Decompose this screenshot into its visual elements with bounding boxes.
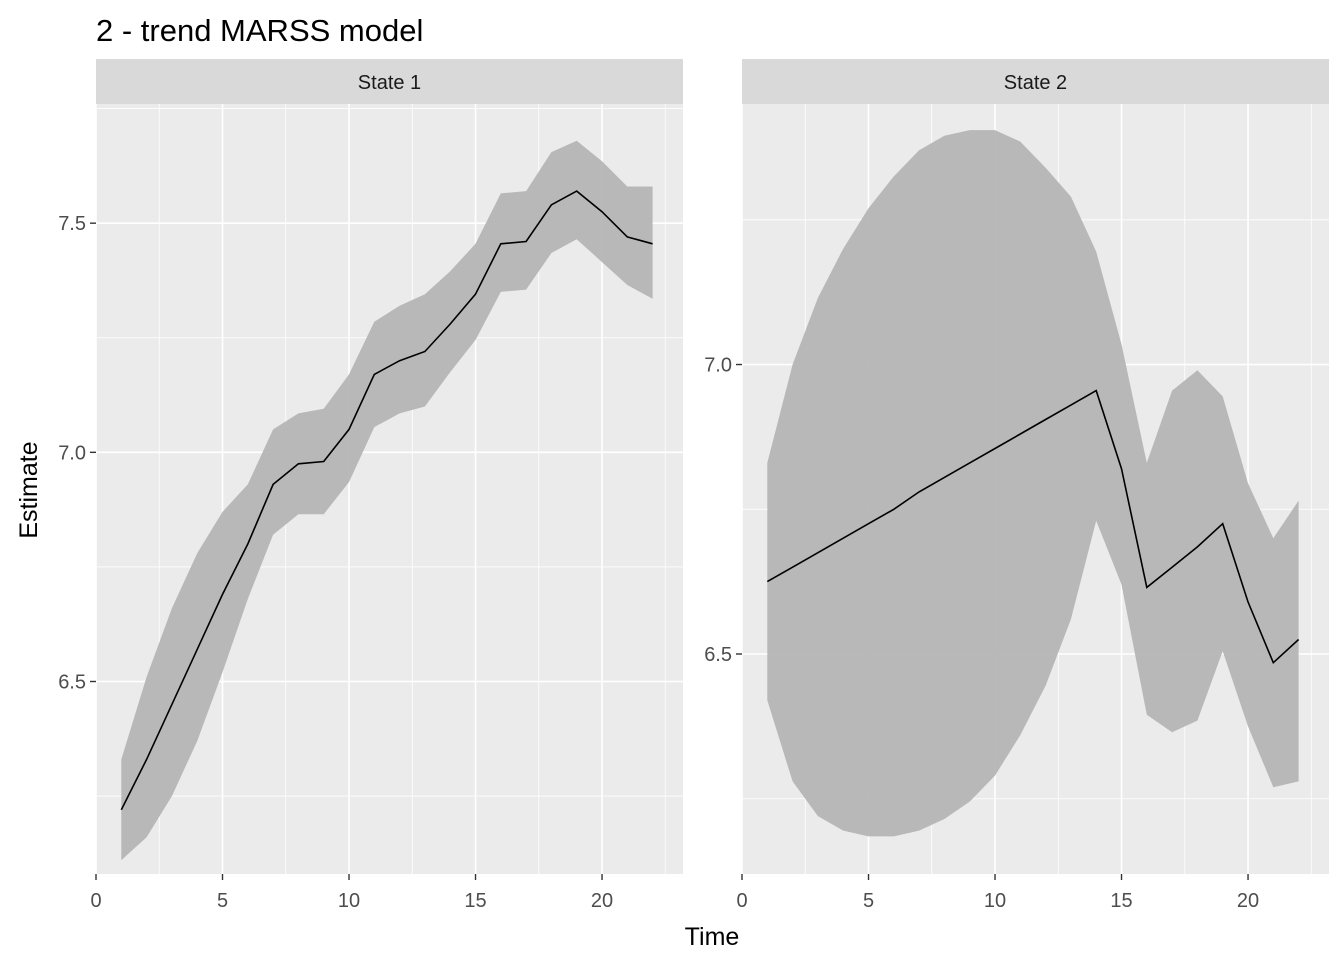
y-tick-label: 7.0 — [704, 355, 732, 377]
y-tick-label: 6.5 — [58, 672, 86, 694]
chart-title: 2 - trend MARSS model — [96, 13, 423, 48]
confidence-ribbon-state-2 — [767, 130, 1299, 837]
x-tick-label: 20 — [591, 890, 613, 912]
y-tick-label: 7.0 — [58, 442, 86, 464]
confidence-ribbon-state-1 — [121, 140, 653, 861]
x-tick-label: 5 — [217, 890, 228, 912]
panel-state-1: State 1 0 5 10 15 20 6.5 7.0 7.5 — [58, 59, 683, 912]
estimate-line-state-1 — [120, 190, 653, 811]
x-axis-title: Time — [685, 923, 740, 951]
x-axis-ticks-state-2: 0 5 10 15 20 — [736, 874, 1259, 912]
x-tick-label: 0 — [736, 890, 747, 912]
strip-state-2 — [742, 59, 1329, 104]
x-tick-label: 20 — [1237, 890, 1259, 912]
y-axis-title: Estimate — [15, 441, 43, 538]
x-tick-label: 0 — [90, 890, 101, 912]
panel-state-2: State 2 0 5 10 15 20 6.5 7.0 — [704, 59, 1329, 912]
x-axis-ticks-state-1: 0 5 10 15 20 — [90, 874, 613, 912]
x-tick-label: 10 — [338, 890, 360, 912]
x-tick-label: 15 — [1110, 890, 1132, 912]
strip-state-1 — [96, 59, 683, 104]
y-tick-label: 7.5 — [58, 213, 86, 235]
y-axis-ticks-state-2: 6.5 7.0 — [704, 355, 742, 666]
x-tick-label: 10 — [984, 890, 1006, 912]
strip-label-state-2: State 2 — [1004, 72, 1067, 94]
y-tick-label: 6.5 — [704, 644, 732, 666]
x-tick-label: 5 — [863, 890, 874, 912]
x-tick-label: 15 — [464, 890, 486, 912]
strip-label-state-1: State 1 — [358, 72, 421, 94]
estimate-line-state-2 — [766, 389, 1300, 665]
y-axis-ticks-state-1: 6.5 7.0 7.5 — [58, 213, 96, 694]
